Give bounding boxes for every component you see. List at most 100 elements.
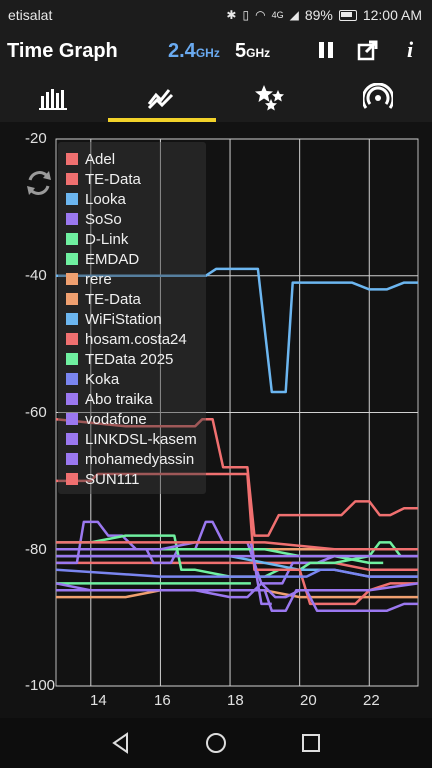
battery-percent: 89% bbox=[304, 7, 333, 23]
signal-icon bbox=[363, 83, 393, 109]
legend-label: Looka bbox=[85, 190, 126, 208]
band-24ghz-toggle[interactable]: 2.4GHz bbox=[168, 40, 220, 63]
info-button[interactable]: i bbox=[398, 37, 422, 62]
battery-icon bbox=[338, 9, 357, 21]
y-tick-label: -20 bbox=[25, 130, 47, 147]
legend-swatch bbox=[66, 413, 78, 425]
chart-svg bbox=[55, 138, 419, 687]
legend-swatch bbox=[66, 253, 78, 265]
legend-entry: TE-Data bbox=[66, 289, 141, 309]
appbar-actions: i bbox=[314, 37, 422, 62]
info-icon: i bbox=[406, 37, 414, 62]
legend-swatch bbox=[66, 273, 78, 285]
legend-swatch bbox=[66, 453, 78, 465]
legend-entry: WiFiStation bbox=[66, 309, 162, 329]
legend-entry: Abo traika bbox=[66, 389, 153, 409]
legend-label: TE-Data bbox=[85, 170, 141, 188]
chart-legend: Adel TE-Data Looka SoSo D-Link EMDAD rer… bbox=[58, 142, 206, 494]
series-line-3 bbox=[56, 520, 418, 585]
legend-swatch bbox=[66, 213, 78, 225]
legend-entry: SUN111 bbox=[66, 469, 139, 489]
legend-label: hosam.costa24 bbox=[85, 330, 187, 348]
time-graph[interactable]: -20 -40 -60 -80 -100 14 16 18 20 22 Adel… bbox=[0, 122, 432, 718]
legend-swatch bbox=[66, 293, 78, 305]
legend-swatch bbox=[66, 153, 78, 165]
band-5ghz-unit: GHz bbox=[246, 46, 271, 60]
x-tick-label: 22 bbox=[363, 692, 380, 709]
vibrate-icon: ▯ bbox=[242, 8, 250, 22]
tab-channel-rating[interactable] bbox=[216, 74, 324, 122]
legend-label: rere bbox=[85, 270, 112, 288]
tab-access-points[interactable] bbox=[324, 74, 432, 122]
legend-swatch bbox=[66, 193, 78, 205]
x-tick-label: 18 bbox=[227, 692, 244, 709]
refresh-icon bbox=[27, 171, 51, 195]
clock: 12:00 AM bbox=[362, 7, 422, 23]
series-line-16 bbox=[56, 541, 418, 551]
legend-label: Koka bbox=[85, 370, 120, 388]
legend-swatch bbox=[66, 173, 78, 185]
legend-swatch bbox=[66, 353, 78, 365]
wifi-icon: ◠ bbox=[255, 8, 266, 22]
legend-swatch bbox=[66, 433, 78, 445]
back-button[interactable] bbox=[108, 730, 134, 756]
cell-signal-icon: ◢ bbox=[289, 8, 299, 22]
legend-label: mohamedyassin bbox=[85, 450, 195, 468]
legend-entry: mohamedyassin bbox=[66, 449, 194, 469]
x-tick-label: 20 bbox=[300, 692, 317, 709]
legend-label: SoSo bbox=[85, 210, 122, 228]
series-line-1 bbox=[56, 418, 418, 537]
legend-swatch bbox=[66, 393, 78, 405]
series-line-11 bbox=[56, 568, 418, 578]
bluetooth-icon: ✱ bbox=[226, 8, 237, 22]
x-tick-label: 16 bbox=[154, 692, 171, 709]
system-navigation-bar bbox=[0, 718, 432, 768]
legend-entry: Adel bbox=[66, 149, 115, 169]
legend-entry: TEData 2025 bbox=[66, 349, 173, 369]
legend-entry: LINKDSL-kasem bbox=[66, 429, 197, 449]
refresh-button[interactable] bbox=[24, 168, 54, 203]
time-graph-icon bbox=[147, 89, 174, 110]
legend-label: LINKDSL-kasem bbox=[85, 430, 197, 448]
legend-label: WiFiStation bbox=[85, 310, 162, 328]
series-line-0 bbox=[56, 561, 418, 572]
legend-swatch bbox=[66, 313, 78, 325]
tab-bar bbox=[0, 74, 432, 122]
legend-entry: vodafone bbox=[66, 409, 147, 429]
legend-entry: Koka bbox=[66, 369, 119, 389]
legend-label: EMDAD bbox=[85, 250, 140, 268]
legend-entry: rere bbox=[66, 269, 112, 289]
pause-button[interactable] bbox=[314, 38, 338, 62]
status-icons: ✱ ▯ ◠ 4G ◢ 89% 12:00 AM bbox=[226, 7, 422, 23]
legend-entry: SoSo bbox=[66, 209, 122, 229]
legend-label: D-Link bbox=[85, 230, 129, 248]
series-line-13 bbox=[56, 589, 418, 613]
band-5ghz-label: 5 bbox=[235, 40, 247, 62]
legend-entry: D-Link bbox=[66, 229, 128, 249]
band-24ghz-label: 2.4 bbox=[168, 40, 196, 62]
legend-label: Adel bbox=[85, 150, 116, 168]
legend-entry: Looka bbox=[66, 189, 126, 209]
series-line-2 bbox=[56, 267, 418, 394]
legend-label: vodafone bbox=[85, 410, 147, 428]
recents-button[interactable] bbox=[298, 730, 324, 756]
band-5ghz-toggle[interactable]: 5GHz bbox=[235, 40, 270, 63]
open-external-icon bbox=[357, 40, 378, 61]
carrier-label: etisalat bbox=[8, 7, 53, 23]
series-line-9 bbox=[56, 472, 418, 606]
y-tick-label: -40 bbox=[25, 267, 47, 284]
series-line-10 bbox=[56, 548, 384, 565]
status-bar: etisalat ✱ ▯ ◠ 4G ◢ 89% 12:00 AM bbox=[0, 0, 432, 30]
share-button[interactable] bbox=[356, 38, 380, 62]
rating-stars-icon bbox=[255, 85, 284, 111]
app-bar: Time Graph 2.4GHz 5GHz i bbox=[0, 30, 432, 74]
home-button[interactable] bbox=[203, 730, 229, 756]
page-title: Time Graph bbox=[7, 40, 118, 62]
pause-icon bbox=[319, 42, 333, 58]
tab-time-graph[interactable] bbox=[108, 74, 216, 122]
home-icon bbox=[206, 733, 226, 753]
legend-swatch bbox=[66, 473, 78, 485]
legend-swatch bbox=[66, 373, 78, 385]
tab-channel-graph[interactable] bbox=[0, 74, 108, 122]
y-tick-label: -60 bbox=[25, 404, 47, 421]
